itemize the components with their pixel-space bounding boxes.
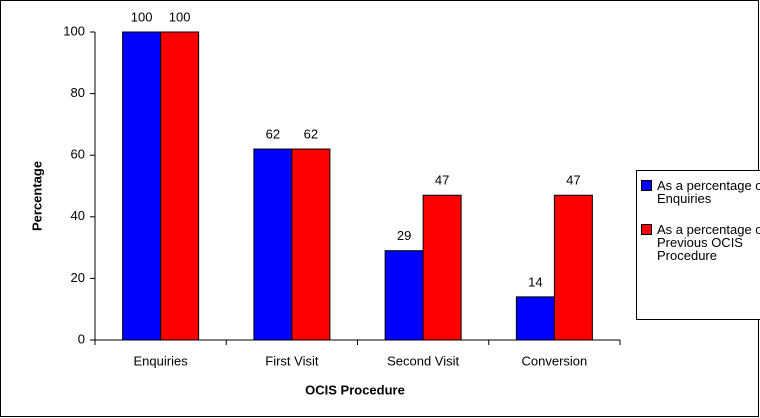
legend-item: As a percentage of Previous OCIS Procedu… xyxy=(641,223,760,262)
legend-label: As a percentage of Previous OCIS Procedu… xyxy=(657,222,760,263)
y-tick-label: 40 xyxy=(71,208,85,223)
data-label: 100 xyxy=(169,9,191,24)
legend-label: As a percentage of Enquiries xyxy=(657,178,760,206)
bar xyxy=(422,194,462,341)
data-label: 14 xyxy=(528,274,542,289)
bar xyxy=(122,31,162,341)
legend-swatch xyxy=(641,180,652,191)
bar xyxy=(515,296,555,341)
legend-item: As a percentage of Enquiries xyxy=(641,179,760,205)
y-tick-label: 60 xyxy=(71,147,85,162)
bar xyxy=(384,250,424,341)
data-label: 47 xyxy=(566,173,580,188)
bar xyxy=(160,31,200,341)
x-tick-label: First Visit xyxy=(265,353,319,368)
y-tick-label: 80 xyxy=(71,85,85,100)
data-label: 62 xyxy=(266,126,280,141)
legend: As a percentage of Enquiries As a percent… xyxy=(636,170,760,320)
y-tick-label: 100 xyxy=(63,23,85,38)
data-label: 62 xyxy=(304,126,318,141)
x-axis-title: OCIS Procedure xyxy=(305,382,405,397)
x-tick-label: Conversion xyxy=(521,353,587,368)
bar xyxy=(253,148,293,341)
y-tick-label: 20 xyxy=(71,270,85,285)
data-label: 100 xyxy=(131,9,153,24)
x-tick-label: Second Visit xyxy=(387,353,459,368)
legend-swatch xyxy=(641,224,652,235)
y-axis-title: Percentage xyxy=(29,161,44,231)
bar xyxy=(553,194,593,341)
data-label: 47 xyxy=(435,173,449,188)
data-label: 29 xyxy=(397,228,411,243)
bar xyxy=(291,148,331,341)
y-tick-label: 0 xyxy=(78,331,85,346)
x-tick-label: Enquiries xyxy=(134,353,189,368)
